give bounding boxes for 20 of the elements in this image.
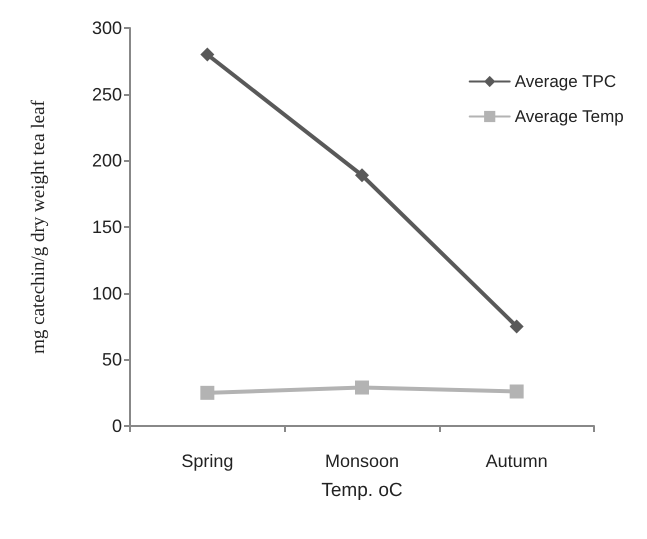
y-tick-label: 0 — [112, 416, 122, 436]
point — [200, 386, 214, 400]
x-tick-label: Autumn — [486, 451, 548, 471]
point — [510, 320, 524, 334]
y-axis-title: mg catechin/g dry weight tea leaf — [28, 99, 49, 354]
y-tick-label: 150 — [92, 217, 122, 237]
point — [510, 384, 524, 399]
y-tick-label: 250 — [92, 84, 122, 104]
legend-label: Average TPC — [514, 72, 616, 91]
y-tick-label: 300 — [92, 18, 122, 38]
x-axis-title: Temp. oC — [321, 480, 403, 501]
y-tick-label: 100 — [92, 283, 122, 304]
x-tick-label: Spring — [181, 451, 234, 471]
legend-label: Average Temp — [514, 107, 624, 126]
point — [355, 168, 369, 182]
y-tick-label: 50 — [102, 350, 122, 370]
x-tick-label: Monsoon — [324, 451, 400, 471]
y-tick-label: 200 — [92, 150, 122, 171]
point — [200, 48, 214, 62]
point — [355, 380, 369, 395]
